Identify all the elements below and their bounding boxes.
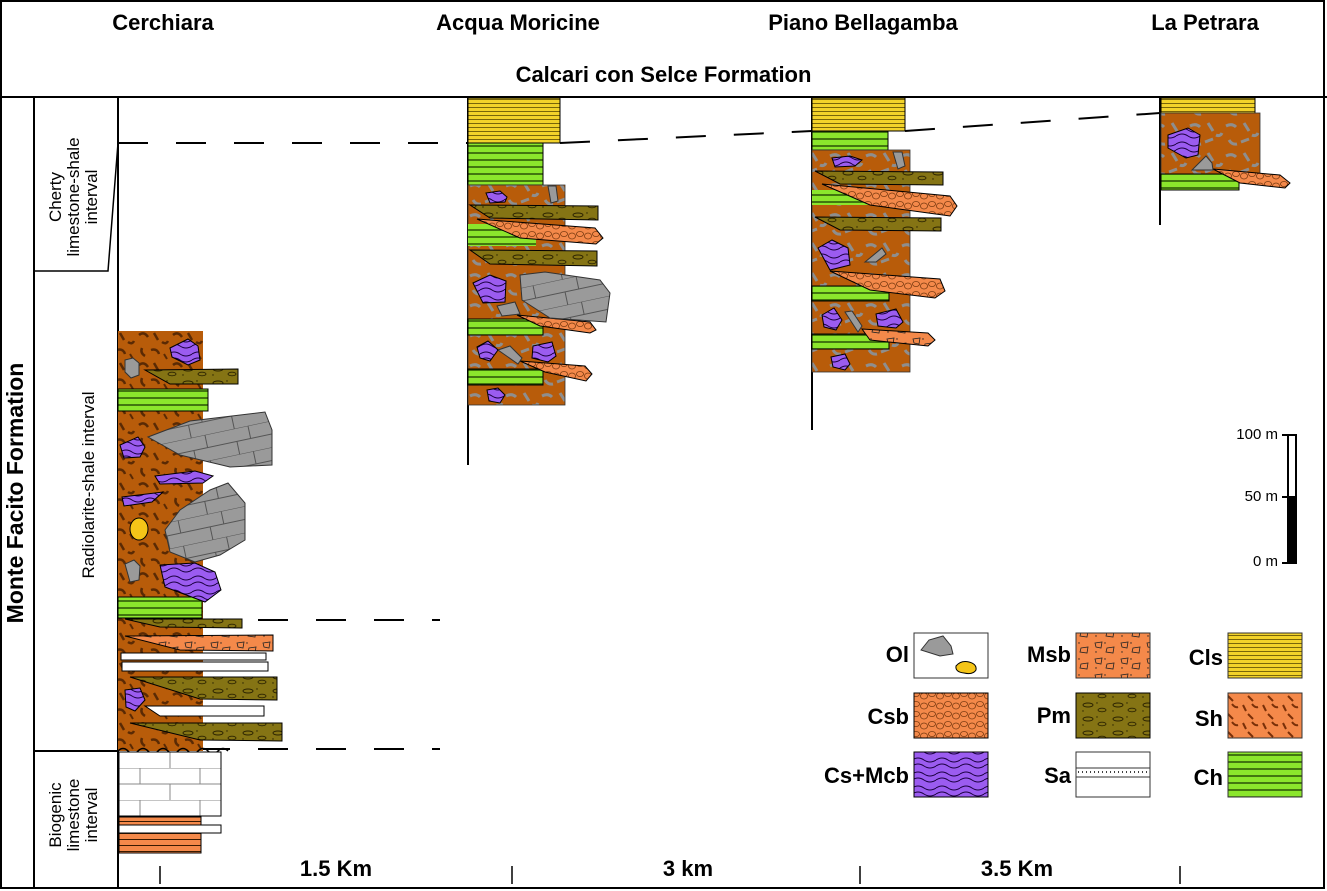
column-cerchiara <box>117 331 283 854</box>
legend-label-ol: Ol <box>885 642 909 667</box>
column-acqua-moricine <box>467 97 611 465</box>
main-formation-title: Monte Facito Formation <box>2 362 28 624</box>
legend-label-csb: Csb <box>867 704 909 729</box>
scale-label-0: 0 m <box>1252 553 1278 570</box>
legend-label-sa: Sa <box>1044 763 1071 788</box>
legend-label-ch: Ch <box>1193 765 1223 790</box>
legend-swatches <box>913 632 1303 798</box>
distance-axis <box>159 866 1181 884</box>
distance-label-2: 3 km <box>662 856 714 881</box>
legend-label-sh: Sh <box>1194 706 1223 731</box>
biogenic-interval-label: Biogenic limestone interval <box>46 778 101 852</box>
legend-label-cs-mcb: Cs+Mcb <box>824 763 909 788</box>
correlation-lines <box>118 112 1161 750</box>
cherty-interval-label: Cherty limestone-shale interval <box>46 137 101 257</box>
scale-label-50: 50 m <box>1244 488 1278 505</box>
section-title-acqua-moricine: Acqua Moricine <box>436 10 600 35</box>
upper-formation-title: Calcari con Selce Formation <box>515 62 812 87</box>
header: Cerchiara Acqua Moricine Piano Bellagamb… <box>0 0 1327 98</box>
column-la-petrara <box>1159 97 1291 225</box>
distance-label-1: 1.5 Km <box>299 856 373 881</box>
scale-label-100: 100 m <box>1236 426 1278 443</box>
distance-label-3: 3.5 Km <box>980 856 1054 881</box>
section-title-cerchiara: Cerchiara <box>112 10 214 35</box>
column-piano-bellagamba <box>811 97 958 430</box>
legend-label-msb: Msb <box>1027 642 1071 667</box>
section-title-piano-bellagamba: Piano Bellagamba <box>768 10 958 35</box>
section-title-la-petrara: La Petrara <box>1151 10 1259 35</box>
legend-label-pm: Pm <box>1036 703 1071 728</box>
vertical-scale-bar <box>1282 434 1297 564</box>
legend-label-cls: Cls <box>1188 645 1223 670</box>
radiolarite-interval-label: Radiolarite-shale interval <box>79 391 98 579</box>
